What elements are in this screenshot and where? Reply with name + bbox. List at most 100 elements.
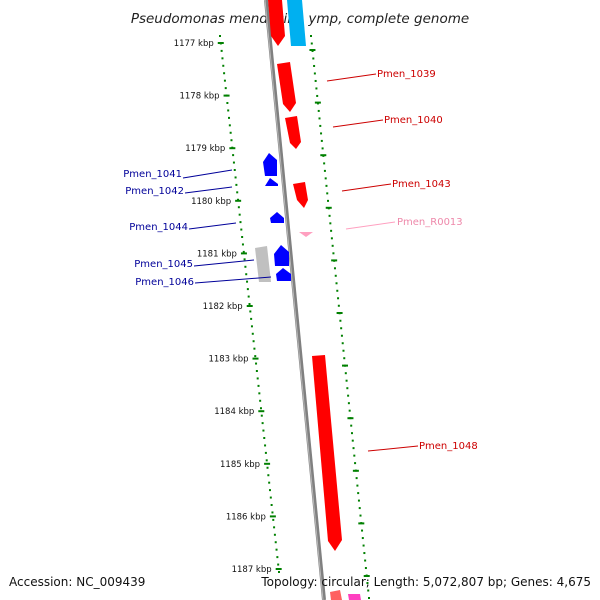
gene-pmen-1043[interactable] [293, 182, 308, 208]
left-guide-dot [235, 183, 238, 186]
left-guide-dot [232, 154, 235, 157]
leader-pmen-1045 [193, 259, 255, 267]
tick-label: 1178 kbp [179, 92, 219, 102]
right-guide-dot [350, 432, 353, 435]
left-guide-dot [278, 571, 280, 573]
left-guide-dot [248, 303, 251, 305]
right-guide-dot [354, 462, 357, 465]
tick-label: 1177 kbp [174, 39, 214, 49]
label-pmen-1044[interactable]: Pmen_1044 [129, 222, 188, 233]
right-guide-dot [326, 192, 329, 195]
right-guide-dot [362, 544, 365, 547]
right-guide-dot [329, 222, 332, 225]
right-guide-dot [353, 454, 356, 457]
right-guide-dot [337, 304, 340, 307]
label-pmen-1046[interactable]: Pmen_1046 [135, 277, 194, 288]
left-guide-dot [227, 109, 230, 112]
right-guide-dot [330, 229, 333, 232]
right-guide-dot [328, 214, 331, 217]
right-guide-dot [327, 199, 330, 202]
gene-pmen-r0013[interactable] [299, 232, 313, 237]
left-guide-dot [269, 496, 272, 499]
right-guide-dot [318, 117, 321, 120]
label-pmen-1045[interactable]: Pmen_1045 [134, 259, 193, 270]
right-guide-dot [331, 244, 334, 247]
tick-label: 1180 kbp [191, 197, 231, 207]
right-guide-dot [330, 237, 333, 240]
genome-backbone-highlight [264, 0, 324, 600]
gene-pmen-1041[interactable] [263, 153, 277, 176]
label-pmen-1042[interactable]: Pmen_1042 [125, 186, 184, 197]
left-guide-dot [271, 511, 274, 514]
left-guide-dot [241, 236, 244, 238]
label-pmen-r0013[interactable]: Pmen_R0013 [397, 217, 463, 228]
label-pmen-1043[interactable]: Pmen_1043 [392, 179, 451, 190]
tick-guides [217, 35, 370, 599]
right-guide-dot [335, 282, 338, 285]
label-pmen-1041[interactable]: Pmen_1041 [123, 169, 182, 180]
left-guide-dot [272, 518, 275, 521]
gene-pmen-1039[interactable] [277, 62, 296, 112]
right-guide-dot [325, 184, 328, 187]
left-guide-dot [277, 563, 280, 566]
left-guide-dot [241, 243, 244, 246]
right-guide-dot [343, 357, 346, 360]
left-guide-dot [226, 102, 229, 104]
left-guide-dot [249, 310, 252, 313]
right-guide-dot [324, 177, 327, 180]
left-guide-dot [259, 407, 262, 410]
left-guide-dot [257, 384, 260, 387]
left-guide-dot [250, 325, 253, 328]
left-guide-dot [245, 273, 248, 276]
gene-pmen-1040[interactable] [285, 116, 301, 149]
label-pmen-1048[interactable]: Pmen_1048 [419, 441, 478, 452]
left-guide-dot [242, 250, 245, 253]
left-guide-dot [251, 332, 254, 335]
tick-labels: 1177 kbp 1178 kbp 1179 kbp 1180 kbp 1181 kbp… [174, 39, 272, 575]
label-pmen-1040[interactable]: Pmen_1040 [384, 115, 443, 126]
left-guide-dot [259, 399, 262, 402]
left-guide-dot [267, 474, 270, 477]
tick-label: 1183 kbp [208, 355, 248, 365]
right-guide-dot [352, 447, 355, 450]
right-guide-dot [364, 559, 367, 562]
right-guide-dot [346, 387, 349, 390]
left-guide-dot [236, 191, 239, 194]
right-guide-dot [366, 582, 369, 585]
left-guide-dot [255, 362, 258, 365]
right-guide-dot [321, 147, 324, 150]
leader-pmen-1041 [182, 169, 233, 179]
left-guide-dot [222, 64, 225, 67]
gene-partial-bottom-red [330, 590, 342, 600]
tick-label: 1187 kbp [232, 565, 272, 575]
gene-pmen-1045-blue[interactable] [274, 245, 289, 266]
gene-pmen-1044[interactable] [270, 212, 284, 223]
right-guide-dot [337, 297, 340, 300]
gene-partial-cyan [287, 0, 306, 46]
left-guide-dot [228, 116, 231, 119]
tick-label: 1184 kbp [214, 407, 254, 417]
right-guide-dot [342, 349, 345, 352]
label-pmen-1039[interactable]: Pmen_1039 [377, 69, 436, 80]
right-guide-dot [350, 424, 353, 427]
right-guide-dot [367, 589, 370, 592]
right-guide-dot [363, 552, 366, 555]
left-guide-dot [275, 548, 278, 551]
tick-label: 1181 kbp [197, 249, 237, 259]
left-guide-dot [250, 317, 253, 320]
right-guide-dot [368, 597, 370, 599]
right-guide-dot [344, 372, 347, 375]
left-guide-dot [255, 370, 258, 372]
gene-partial-bottom-magenta [348, 594, 361, 600]
left-guide-dot [243, 258, 246, 261]
right-guide-dot [323, 162, 326, 165]
gene-pmen-1046[interactable] [276, 268, 291, 281]
gene-pmen-1045[interactable] [255, 246, 271, 282]
left-guide-dot [260, 414, 263, 417]
gene-pmen-1048[interactable] [312, 355, 342, 551]
gene-pmen-1042[interactable] [265, 178, 278, 186]
right-guide-dot [347, 402, 350, 405]
left-guide-dot [262, 429, 265, 432]
left-guide-dot [237, 198, 240, 201]
